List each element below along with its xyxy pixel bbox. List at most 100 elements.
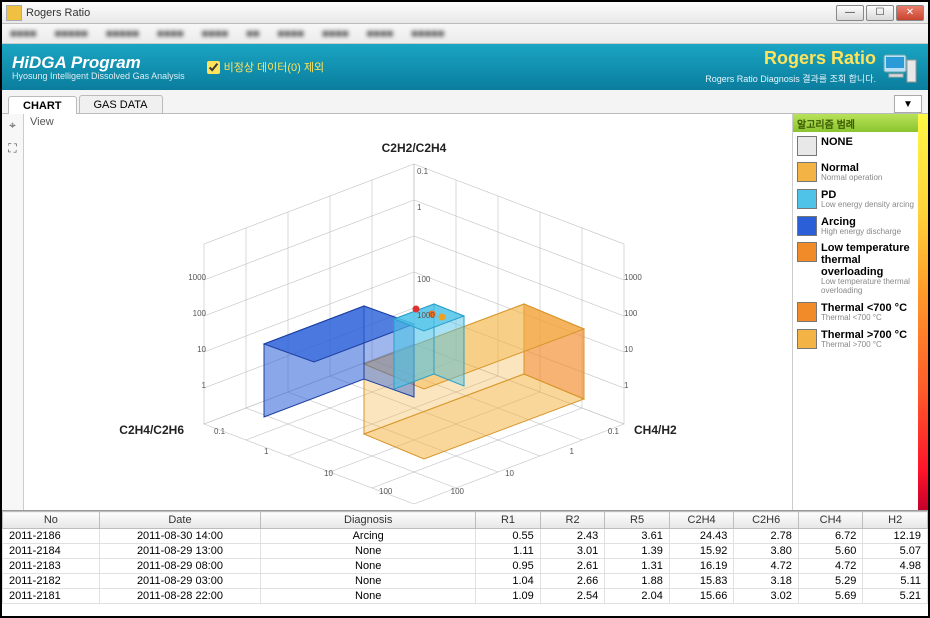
column-header[interactable]: R5 — [605, 512, 670, 529]
tool-zoom-region[interactable]: ⛶ — [8, 141, 16, 156]
cell: 2.61 — [540, 559, 605, 574]
table-row[interactable]: 2011-21822011-08-29 03:00None1.042.661.8… — [3, 574, 928, 589]
legend-header: 알고리즘 범례 — [793, 114, 918, 132]
legend-item: Low temperature thermal overloadingLow t… — [797, 242, 914, 296]
gradient-scale — [918, 114, 928, 510]
svg-text:100: 100 — [193, 309, 207, 318]
page-subtitle: Rogers Ratio Diagnosis 결과를 조회 합니다. — [705, 74, 876, 84]
exclude-abnormal-input[interactable] — [207, 61, 220, 74]
cell: 2.43 — [540, 529, 605, 544]
legend-swatch — [797, 329, 817, 349]
column-header[interactable]: R2 — [540, 512, 605, 529]
svg-text:1000: 1000 — [417, 311, 435, 320]
banner: HiDGA Program Hyosung Intelligent Dissol… — [2, 44, 928, 90]
cell: 2011-2182 — [3, 574, 100, 589]
minimize-button[interactable]: — — [836, 5, 864, 21]
cell: 2011-2183 — [3, 559, 100, 574]
table-row[interactable]: 2011-21812011-08-28 22:00None1.092.542.0… — [3, 589, 928, 604]
chart-3d[interactable]: C2H2/C2H4 CH4/H2 C2H4/C2H6 0.111001000 0… — [64, 134, 764, 504]
legend-item: ArcingHigh energy discharge — [797, 216, 914, 237]
cell: 3.80 — [734, 544, 799, 559]
column-header[interactable]: Date — [99, 512, 260, 529]
column-header[interactable]: C2H4 — [669, 512, 734, 529]
legend-item: NormalNormal operation — [797, 162, 914, 183]
legend-sub: High energy discharge — [821, 228, 901, 237]
cell: 4.98 — [863, 559, 928, 574]
program-subtitle: Hyosung Intelligent Dissolved Gas Analys… — [12, 71, 185, 81]
exclude-abnormal-checkbox[interactable]: 비정상 데이터(0) 제외 — [207, 59, 325, 75]
toolstrip: ⌖ ⛶ — [2, 114, 24, 510]
tabs-row: CHART GAS DATA ▼ — [2, 90, 928, 114]
cell: 3.01 — [540, 544, 605, 559]
column-header[interactable]: Diagnosis — [261, 512, 476, 529]
cell: 15.83 — [669, 574, 734, 589]
view-label[interactable]: View — [30, 116, 54, 128]
svg-text:1: 1 — [570, 447, 575, 456]
window-titlebar: Rogers Ratio — ☐ ✕ — [2, 2, 928, 24]
legend-swatch — [797, 242, 817, 262]
table-row[interactable]: 2011-21862011-08-30 14:00Arcing0.552.433… — [3, 529, 928, 544]
cell: 1.09 — [476, 589, 541, 604]
data-point — [439, 314, 446, 321]
cell: 0.95 — [476, 559, 541, 574]
tab-chart[interactable]: CHART — [8, 96, 77, 114]
svg-text:100: 100 — [451, 487, 465, 496]
svg-text:100: 100 — [417, 275, 431, 284]
column-header[interactable]: H2 — [863, 512, 928, 529]
menubar: ■■■■■■■■■■■■■■■■■■■■■■■■■■■■■■■■■■■■■■■■… — [2, 24, 928, 44]
svg-text:10: 10 — [505, 469, 514, 478]
table-row[interactable]: 2011-21832011-08-29 08:00None0.952.611.3… — [3, 559, 928, 574]
close-button[interactable]: ✕ — [896, 5, 924, 21]
legend-title: PD — [821, 189, 914, 201]
column-header[interactable]: CH4 — [798, 512, 863, 529]
cell: 2.78 — [734, 529, 799, 544]
legend-title: Arcing — [821, 216, 901, 228]
cell: Arcing — [261, 529, 476, 544]
legend-sub: Normal operation — [821, 174, 882, 183]
tab-gas-data[interactable]: GAS DATA — [79, 95, 163, 113]
svg-text:10: 10 — [624, 345, 633, 354]
data-grid[interactable]: NoDateDiagnosisR1R2R5C2H4C2H6CH4H2 2011-… — [2, 510, 928, 614]
legend-swatch — [797, 302, 817, 322]
cell: 2.54 — [540, 589, 605, 604]
cell: 2011-2186 — [3, 529, 100, 544]
pc-icon — [882, 50, 918, 84]
axis-x-label: CH4/H2 — [634, 423, 677, 437]
cell: 5.69 — [798, 589, 863, 604]
tab-overflow-button[interactable]: ▼ — [894, 95, 922, 113]
svg-text:1000: 1000 — [424, 503, 442, 504]
cell: 0.55 — [476, 529, 541, 544]
cell: 5.07 — [863, 544, 928, 559]
cell: 15.92 — [669, 544, 734, 559]
maximize-button[interactable]: ☐ — [866, 5, 894, 21]
legend-swatch — [797, 162, 817, 182]
cell: None — [261, 544, 476, 559]
cell: 1.31 — [605, 559, 670, 574]
cell: 15.66 — [669, 589, 734, 604]
cell: 2.66 — [540, 574, 605, 589]
axis-y-label: C2H4/C2H6 — [119, 423, 184, 437]
cell: 2011-2184 — [3, 544, 100, 559]
cell: None — [261, 574, 476, 589]
cell: 5.60 — [798, 544, 863, 559]
column-header[interactable]: C2H6 — [734, 512, 799, 529]
column-header[interactable]: No — [3, 512, 100, 529]
legend-title: NONE — [821, 136, 853, 148]
svg-text:1000: 1000 — [624, 273, 642, 282]
svg-text:1: 1 — [264, 447, 269, 456]
cell: 4.72 — [734, 559, 799, 574]
cell: 1.11 — [476, 544, 541, 559]
column-header[interactable]: R1 — [476, 512, 541, 529]
cell: 2.04 — [605, 589, 670, 604]
table-row[interactable]: 2011-21842011-08-29 13:00None1.113.011.3… — [3, 544, 928, 559]
cell: None — [261, 589, 476, 604]
legend-panel: 알고리즘 범례 NONE NormalNormal operation PD Low … — [792, 114, 918, 510]
cell: 3.02 — [734, 589, 799, 604]
legend-swatch — [797, 189, 817, 209]
svg-text:1000: 1000 — [188, 273, 206, 282]
legend-item: Thermal <700 °CThermal <700 °C — [797, 302, 914, 323]
cell: 3.18 — [734, 574, 799, 589]
tool-zoom-reset[interactable]: ⌖ — [9, 118, 16, 133]
cell: 2011-08-28 22:00 — [99, 589, 260, 604]
svg-text:0.1: 0.1 — [214, 427, 226, 436]
